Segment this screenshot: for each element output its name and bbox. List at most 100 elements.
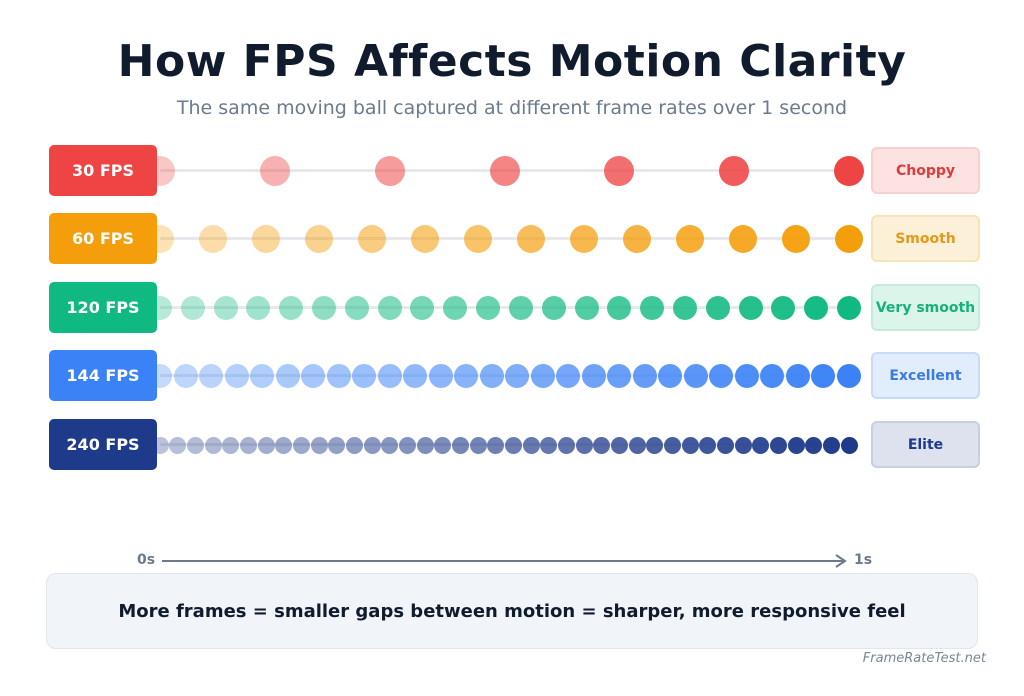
ball-frame-dot: [556, 364, 581, 388]
ball-frame-dot: [709, 364, 734, 388]
ball-frame-dot: [541, 296, 566, 320]
ball-frame-dot: [443, 296, 468, 320]
ball-frame-dot: [574, 296, 599, 320]
summary-text: More frames = smaller gaps between motio…: [118, 600, 906, 622]
ball-frame-dot: [681, 436, 699, 454]
ball-frame-dot: [607, 296, 632, 320]
ball-frame-dot: [377, 296, 402, 320]
ball-frame-dot: [716, 436, 734, 454]
footer-credit: FrameRateTest.net: [862, 651, 986, 666]
ball-frame-dot: [252, 225, 280, 253]
page-title: How FPS Affects Motion Clarity: [117, 36, 907, 87]
ball-frame-dot: [769, 436, 787, 454]
ball-frame-dot: [352, 364, 377, 388]
ball-frame-dot: [363, 436, 381, 454]
ball-frame-dot: [658, 364, 683, 388]
ball-frame-dot: [837, 296, 861, 320]
fps-label: 60 FPS: [49, 213, 157, 264]
timeline-arrow: [162, 554, 847, 568]
ball-frame-dot: [804, 296, 829, 320]
timeline-end-label: 1s: [854, 552, 873, 568]
ball-frame-dot: [489, 156, 520, 186]
ball-frame-dot: [224, 364, 249, 388]
ball-frame-dot: [672, 296, 697, 320]
ball-frame-dot: [760, 364, 785, 388]
ball-frame-dot: [199, 225, 227, 253]
ball-frame-dot: [326, 364, 351, 388]
ball-frame-dot: [398, 436, 416, 454]
ball-frame-dot: [310, 436, 328, 454]
ball-frame-dot: [623, 225, 651, 253]
ball-frame-dot: [540, 436, 558, 454]
ball-frame-dot: [610, 436, 628, 454]
fps-row: 60 FPS Smooth: [0, 213, 1024, 265]
ball-frame-dot: [787, 436, 805, 454]
ball-frame-dot: [719, 156, 750, 186]
ball-frame-dot: [734, 364, 759, 388]
fps-row: 240 FPS Elite: [0, 419, 1024, 471]
ball-frame-dot: [640, 296, 665, 320]
ball-frame-dot: [607, 364, 632, 388]
ball-frame-dot: [410, 296, 435, 320]
ball-frame-dot: [729, 225, 757, 253]
ball-frame-dot: [239, 436, 257, 454]
ball-frame-dot: [822, 436, 840, 454]
ball-frame-dot: [428, 364, 453, 388]
ball-frame-dot: [487, 436, 505, 454]
ball-frame-dot: [593, 436, 611, 454]
ball-frame-dot: [840, 436, 858, 454]
quality-badge: Choppy: [871, 147, 980, 194]
ball-frame-dot: [646, 436, 664, 454]
ball-frame-dot: [434, 436, 452, 454]
ball-frame-dot: [259, 156, 290, 186]
ball-frame-dot: [169, 436, 187, 454]
ball-frame-dot: [504, 436, 522, 454]
ball-frame-dot: [451, 436, 469, 454]
ball-frame-dot: [785, 364, 810, 388]
ball-frame-dot: [522, 436, 540, 454]
ball-frame-dot: [222, 436, 240, 454]
ball-frame-dot: [292, 436, 310, 454]
ball-frame-dot: [632, 364, 657, 388]
fps-label: 240 FPS: [49, 419, 157, 470]
ball-frame-dot: [275, 436, 293, 454]
quality-badge: Elite: [871, 421, 980, 468]
ball-frame-dot: [628, 436, 646, 454]
ball-frame-dot: [250, 364, 275, 388]
ball-frame-dot: [734, 436, 752, 454]
quality-badge: Smooth: [871, 215, 980, 262]
ball-frame-dot: [186, 436, 204, 454]
fps-row: 120 FPS Very smooth: [0, 282, 1024, 334]
quality-badge: Excellent: [871, 352, 980, 399]
ball-frame-dot: [479, 364, 504, 388]
ball-frame-dot: [752, 436, 770, 454]
fps-label: 120 FPS: [49, 282, 157, 333]
summary-box: More frames = smaller gaps between motio…: [46, 573, 978, 649]
ball-frame-dot: [301, 364, 326, 388]
ball-frame-dot: [374, 156, 405, 186]
fps-row: 144 FPS Excellent: [0, 350, 1024, 402]
ball-frame-dot: [570, 225, 598, 253]
ball-frame-dot: [517, 225, 545, 253]
ball-frame-dot: [557, 436, 575, 454]
fps-label: 30 FPS: [49, 145, 157, 196]
ball-frame-dot: [199, 364, 224, 388]
ball-frame-dot: [377, 364, 402, 388]
ball-frame-dot: [476, 296, 501, 320]
ball-frame-dot: [312, 296, 337, 320]
timeline-start-label: 0s: [137, 552, 156, 568]
motion-track: [160, 306, 850, 309]
ball-frame-dot: [663, 436, 681, 454]
fps-row: 30 FPS Choppy: [0, 145, 1024, 197]
ball-frame-dot: [835, 225, 863, 253]
ball-frame-dot: [257, 436, 275, 454]
ball-frame-dot: [699, 436, 717, 454]
ball-frame-dot: [246, 296, 271, 320]
ball-frame-dot: [530, 364, 555, 388]
ball-frame-dot: [837, 364, 861, 388]
ball-frame-dot: [782, 225, 810, 253]
ball-frame-dot: [381, 436, 399, 454]
motion-track: [160, 237, 850, 240]
ball-frame-dot: [328, 436, 346, 454]
ball-frame-dot: [771, 296, 796, 320]
